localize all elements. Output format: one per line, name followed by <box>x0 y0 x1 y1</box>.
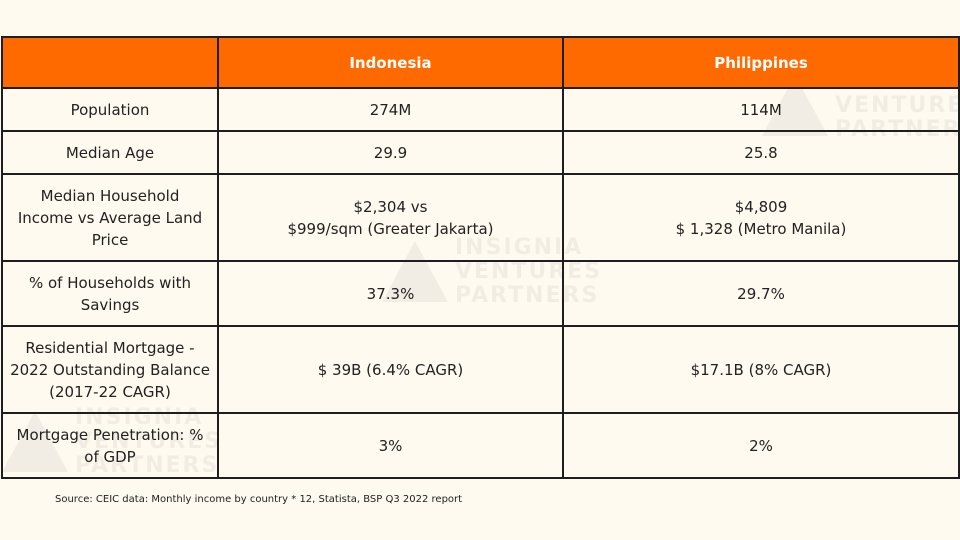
header-indonesia: Indonesia <box>217 36 564 89</box>
table-row: Population 274M 114M <box>1 87 960 132</box>
row-label: Residential Mortgage - 2022 Outstanding … <box>1 325 219 414</box>
philippines-value: 2% <box>562 412 960 479</box>
row-label: Median Age <box>1 130 219 175</box>
row-label: Median Household Income vs Average Land … <box>1 173 219 262</box>
indonesia-value: 274M <box>217 87 564 132</box>
philippines-value: 29.7% <box>562 260 960 327</box>
header-corner-cell <box>1 36 219 89</box>
comparison-table: Indonesia Philippines Population 274M 11… <box>1 36 960 479</box>
row-label: Population <box>1 87 219 132</box>
header-philippines: Philippines <box>562 36 960 89</box>
table-row: Mortgage Penetration: % of GDP 3% 2% <box>1 412 960 479</box>
row-label: Mortgage Penetration: % of GDP <box>1 412 219 479</box>
source-note: Source: CEIC data: Monthly income by cou… <box>55 494 463 505</box>
philippines-value: $4,809 $ 1,328 (Metro Manila) <box>562 173 960 262</box>
table-header-row: Indonesia Philippines <box>1 36 960 89</box>
table-row: % of Households with Savings 37.3% 29.7% <box>1 260 960 327</box>
philippines-value: 25.8 <box>562 130 960 175</box>
indonesia-value: $2,304 vs $999/sqm (Greater Jakarta) <box>217 173 564 262</box>
row-label: % of Households with Savings <box>1 260 219 327</box>
indonesia-value: $ 39B (6.4% CAGR) <box>217 325 564 414</box>
philippines-value: 114M <box>562 87 960 132</box>
philippines-value: $17.1B (8% CAGR) <box>562 325 960 414</box>
table-row: Median Age 29.9 25.8 <box>1 130 960 175</box>
table-row: Median Household Income vs Average Land … <box>1 173 960 262</box>
indonesia-value: 29.9 <box>217 130 564 175</box>
indonesia-value: 3% <box>217 412 564 479</box>
table-row: Residential Mortgage - 2022 Outstanding … <box>1 325 960 414</box>
indonesia-value: 37.3% <box>217 260 564 327</box>
